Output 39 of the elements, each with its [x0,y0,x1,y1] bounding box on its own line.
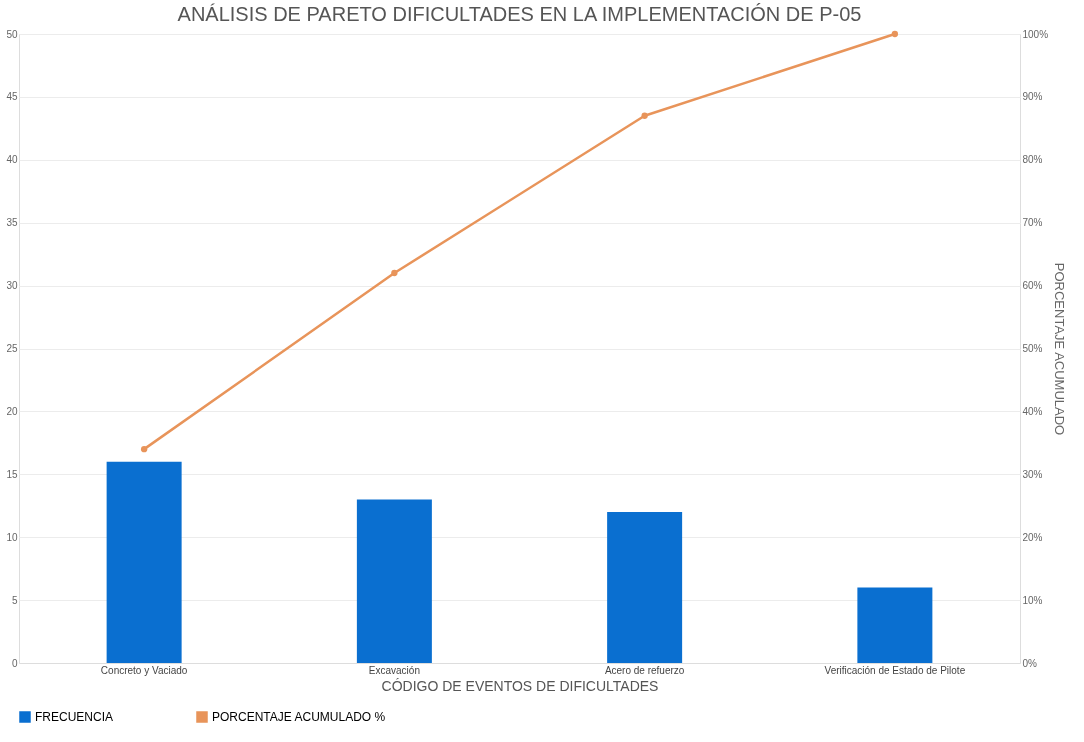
chart-title: ANÁLISIS DE PARETO DIFICULTADES EN LA IMPLEMENTACIÓN DE P-05 [177,3,862,25]
y-tick-label: 50 [6,28,18,40]
y2-tick-label: 80% [1022,154,1043,166]
bar [607,512,683,663]
y-tick-label: 40 [6,154,18,166]
x-tick-label: Concreto y Vaciado [100,664,188,676]
bar [857,587,933,663]
y-tick-label: 25 [6,343,18,354]
y-tick-label: 0 [11,657,18,669]
y2-tick-label: 90% [1022,91,1043,103]
x-tick-label: Excavación [368,664,420,676]
y2-tick-label: 70% [1022,217,1043,229]
point [391,269,398,277]
x-tick-label: Acero de refuerzo [604,664,685,676]
y-tick-label: 45 [6,91,18,103]
y-tick-label: 5 [11,594,18,606]
y2-axis-title: PORCENTAJE ACUMULADO [1052,262,1068,436]
y2-tick-label: 20% [1022,531,1043,543]
y2-tick-label: 30% [1022,468,1043,480]
bar [356,499,432,663]
y2-tick-label: 60% [1022,280,1043,292]
y2-tick-label: 100% [1022,28,1049,40]
y-tick-label: 15 [6,468,18,480]
point [140,445,148,453]
y-tick-label: 30 [6,280,18,292]
x-axis-title: CÓDIGO DE EVENTOS DE DIFICULTADES [381,677,659,694]
y2-tick-label: 50% [1022,343,1043,354]
y2-tick-label: 0% [1022,657,1038,669]
legend-label: PORCENTAJE ACUMULADO % [212,710,386,724]
y-tick-label: 10 [6,531,18,543]
x-tick-label: Verificación de Estado de Pilote [824,664,966,676]
y-tick-label: 35 [6,217,18,229]
y-tick-label: 20 [6,405,18,417]
point [641,112,648,119]
legend-label: FRECUENCIA [35,710,114,724]
y2-tick-label: 40% [1022,405,1043,417]
point [891,30,899,38]
bar [106,461,182,663]
y2-tick-label: 10% [1022,594,1043,606]
